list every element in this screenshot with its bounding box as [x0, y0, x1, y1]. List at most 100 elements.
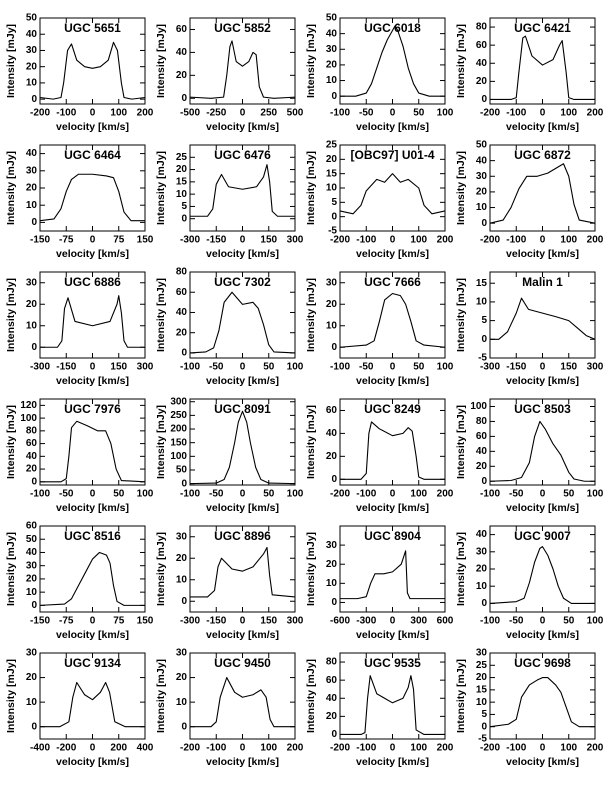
x-axis-label: velocity [km/s] [56, 375, 129, 387]
y-tick-label: 0 [181, 213, 187, 224]
y-tick-label: 20 [26, 61, 38, 72]
y-tick-label: 0 [181, 93, 187, 104]
x-tick-label: 200 [437, 235, 454, 246]
x-tick-label: -50 [509, 489, 524, 500]
x-tick-label: 0 [240, 489, 246, 500]
x-tick-label: 100 [287, 362, 304, 373]
y-tick-label: 5 [481, 315, 487, 326]
x-tick-label: 500 [287, 108, 304, 119]
y-tick-label: 50 [26, 13, 38, 24]
x-axis-label: velocity [km/s] [356, 248, 429, 260]
panel-title: UGC 8516 [64, 529, 121, 543]
y-tick-label: 20 [326, 451, 338, 462]
x-tick-label: 200 [137, 108, 154, 119]
y-tick-label: 10 [476, 202, 488, 213]
x-axis-label: velocity [km/s] [506, 502, 579, 514]
x-tick-label: -200 [480, 235, 500, 246]
spectrum-line [489, 677, 595, 728]
y-axis-label: Intensity [mJy] [455, 151, 467, 225]
y-tick-label: 10 [326, 75, 338, 86]
x-tick-label: 300 [287, 616, 304, 627]
x-tick-label: 150 [260, 616, 277, 627]
x-tick-label: 50 [113, 489, 125, 500]
y-tick-label: 40 [326, 428, 338, 439]
y-tick-label: 30 [26, 45, 38, 56]
x-tick-label: 50 [413, 108, 425, 119]
y-tick-label: 60 [326, 675, 338, 686]
x-axis-label: velocity [km/s] [206, 756, 279, 768]
x-axis-label: velocity [km/s] [56, 629, 129, 641]
panel-title: UGC 8503 [514, 402, 571, 416]
spectrum-line [39, 41, 146, 100]
y-axis-label: Intensity [mJy] [305, 659, 317, 733]
x-tick-label: 100 [110, 108, 127, 119]
x-tick-label: 200 [587, 235, 604, 246]
x-tick-label: 0 [240, 616, 246, 627]
y-tick-label: 30 [26, 648, 38, 659]
x-axis-label: velocity [km/s] [506, 121, 579, 133]
y-axis-label: Intensity [mJy] [305, 24, 317, 98]
spectrum-line [340, 421, 445, 480]
y-tick-label: 50 [476, 140, 488, 151]
y-tick-label: 0 [181, 596, 187, 607]
y-tick-label: 15 [326, 168, 338, 179]
x-tick-label: -200 [330, 235, 350, 246]
y-axis-label: Intensity [mJy] [455, 532, 467, 606]
panel-title: UGC 9698 [514, 656, 571, 670]
spectrum-line [39, 551, 145, 606]
x-axis-label: velocity [km/s] [56, 121, 129, 133]
x-axis-label: velocity [km/s] [206, 248, 279, 260]
x-tick-label: 0 [90, 743, 96, 754]
y-tick-label: 0 [331, 342, 337, 353]
x-tick-label: 0 [90, 362, 96, 373]
y-tick-label: 50 [26, 534, 38, 545]
x-tick-label: -250 [206, 108, 226, 119]
y-tick-label: 300 [170, 396, 187, 407]
x-axis-label: velocity [km/s] [356, 502, 429, 514]
x-tick-label: 0 [540, 362, 546, 373]
panel-title: UGC 9007 [514, 529, 571, 543]
y-tick-label: 40 [26, 148, 38, 159]
y-tick-label: 15 [476, 684, 488, 695]
x-tick-label: 600 [437, 616, 454, 627]
x-tick-label: 0 [390, 362, 396, 373]
y-tick-label: 0 [481, 334, 487, 345]
panel-title: UGC 9450 [214, 656, 271, 670]
x-tick-label: -100 [206, 743, 226, 754]
y-tick-label: -5 [478, 353, 487, 364]
spectrum-line [189, 40, 296, 99]
panel-title: UGC 7302 [214, 275, 271, 289]
x-axis-label: velocity [km/s] [356, 629, 429, 641]
x-tick-label: 200 [437, 743, 454, 754]
panel-title: UGC 6886 [64, 275, 121, 289]
y-tick-label: 0 [331, 211, 337, 222]
x-tick-label: -100 [480, 489, 500, 500]
y-tick-label: 0 [481, 218, 487, 229]
x-tick-label: -50 [209, 362, 224, 373]
x-tick-label: 0 [390, 489, 396, 500]
x-tick-label: 50 [563, 616, 575, 627]
y-axis-label: Intensity [mJy] [455, 278, 467, 352]
y-tick-label: 10 [176, 697, 188, 708]
spectrum-line [339, 292, 446, 348]
x-tick-label: 100 [560, 108, 577, 119]
y-tick-label: 0 [481, 476, 487, 487]
y-tick-label: 20 [26, 672, 38, 683]
x-tick-label: 300 [137, 362, 154, 373]
y-tick-label: 10 [26, 200, 38, 211]
spectrum-line [40, 681, 145, 728]
x-tick-label: 0 [90, 108, 96, 119]
x-tick-label: -200 [330, 743, 350, 754]
x-axis-label: velocity [km/s] [56, 502, 129, 514]
x-axis-label: velocity [km/s] [506, 248, 579, 260]
y-tick-label: 0 [31, 342, 37, 353]
y-tick-label: 0 [31, 217, 37, 228]
x-tick-label: 0 [240, 108, 246, 119]
y-tick-label: 40 [326, 693, 338, 704]
y-tick-label: 20 [476, 76, 488, 87]
y-tick-label: 20 [476, 187, 488, 198]
panel-title: UGC 8091 [214, 402, 271, 416]
y-tick-label: 200 [170, 424, 187, 435]
y-tick-label: 150 [170, 437, 187, 448]
y-tick-label: 40 [26, 29, 38, 40]
